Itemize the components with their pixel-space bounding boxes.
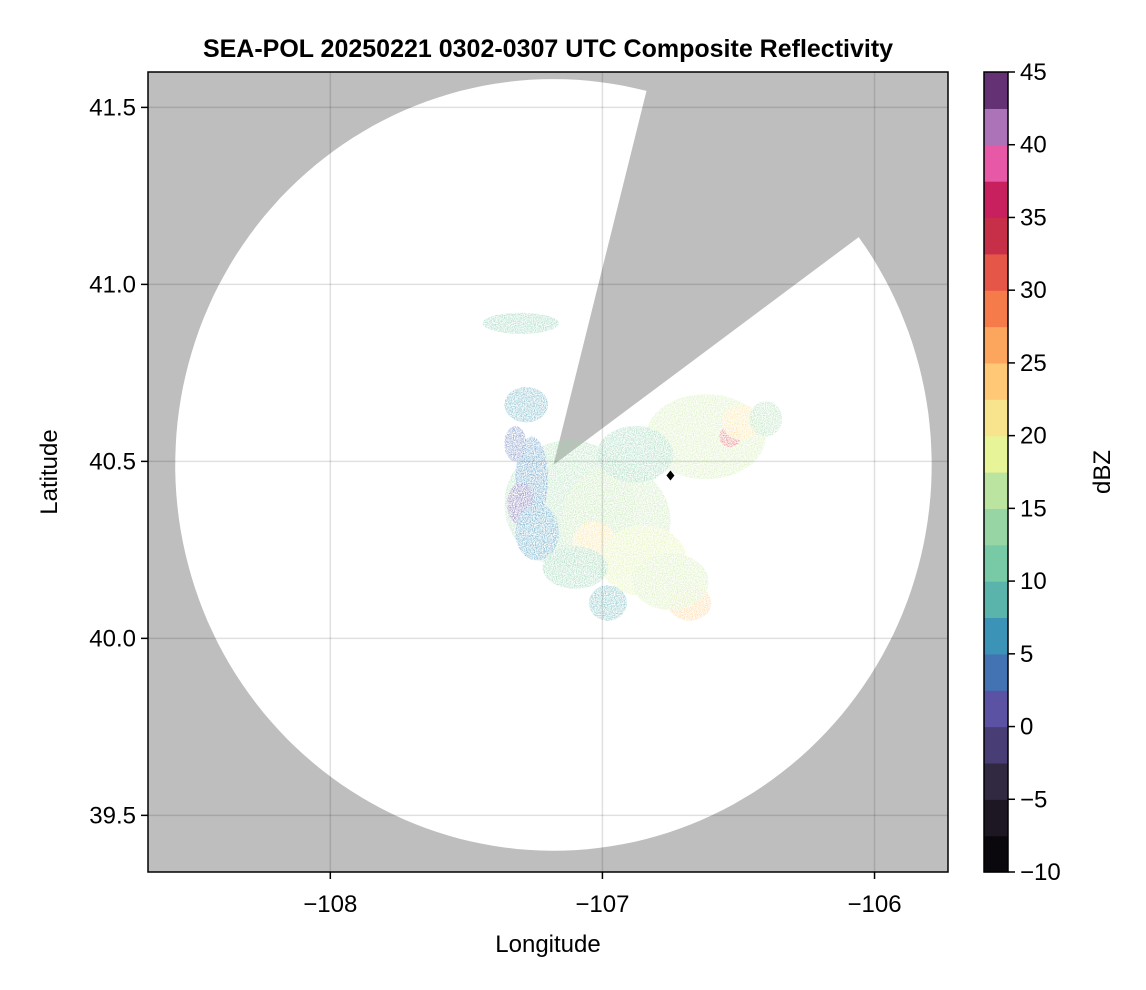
y-tick-label-4: 41.5 <box>89 94 136 121</box>
colorbar-level-15 <box>984 290 1008 328</box>
echo-cell-9 <box>597 426 674 483</box>
y-axis: 39.5 40.0 40.5 41.0 41.5 <box>89 94 148 829</box>
colorbar-level-1 <box>984 799 1008 837</box>
colorbar-level-17 <box>984 217 1008 255</box>
colorbar-tick-label-9: 35 <box>1020 204 1047 231</box>
colorbar: −10 −5 0 5 10 15 20 25 30 35 40 45 <box>983 59 1061 886</box>
x-axis-label: Longitude <box>495 931 600 958</box>
echo-cell-18 <box>749 401 782 437</box>
colorbar-level-13 <box>984 362 1008 400</box>
colorbar-tick-label-4: 10 <box>1020 568 1047 595</box>
x-tick-label-1: −107 <box>575 891 629 918</box>
colorbar-level-10 <box>984 472 1008 509</box>
x-tick-label-2: −106 <box>847 891 901 918</box>
echo-cell-15 <box>482 312 559 334</box>
y-tick-label-0: 39.5 <box>89 802 136 829</box>
grid-lines <box>148 72 948 872</box>
echo-cell-13 <box>542 546 608 589</box>
colorbar-level-12 <box>984 399 1008 437</box>
chart-title: SEA-POL 20250221 0302-0307 UTC Composite… <box>203 35 893 63</box>
colorbar-level-11 <box>984 435 1008 473</box>
colorbar-level-21 <box>984 72 1008 109</box>
colorbar-level-9 <box>984 508 1008 546</box>
colorbar-tick-label-0: −10 <box>1020 859 1061 886</box>
colorbar-tick-label-2: 0 <box>1020 714 1033 741</box>
echo-cell-5 <box>632 553 709 610</box>
reflectivity-echoes <box>482 312 782 621</box>
colorbar-level-19 <box>984 144 1008 182</box>
y-axis-label: Latitude <box>36 429 63 514</box>
y-tick-label-1: 40.0 <box>89 625 136 652</box>
colorbar-tick-label-7: 25 <box>1020 350 1047 377</box>
colorbar-level-3 <box>984 726 1008 764</box>
colorbar-level-16 <box>984 253 1008 291</box>
x-tick-label-0: −108 <box>303 891 357 918</box>
colorbar-level-6 <box>984 617 1008 655</box>
colorbar-level-0 <box>984 835 1008 873</box>
echo-cell-12 <box>515 503 559 561</box>
colorbar-tick-label-8: 30 <box>1020 277 1047 304</box>
colorbar-tick-label-3: 5 <box>1020 641 1033 668</box>
colorbar-label: dBZ <box>1089 450 1116 494</box>
colorbar-tick-label-1: −5 <box>1020 786 1047 813</box>
colorbar-frame <box>983 71 1009 873</box>
colorbar-tick-label-11: 45 <box>1020 59 1047 86</box>
colorbar-level-7 <box>984 581 1008 619</box>
x-axis: −108 −107 −106 <box>303 872 902 918</box>
colorbar-level-20 <box>984 108 1008 146</box>
colorbar-level-18 <box>984 181 1008 219</box>
colorbar-level-2 <box>984 762 1008 800</box>
colorbar-tick-label-6: 20 <box>1020 423 1047 450</box>
y-tick-label-2: 40.5 <box>89 448 136 475</box>
plot-frame <box>147 71 949 873</box>
colorbar-level-14 <box>984 326 1008 364</box>
radar-site-marker <box>666 470 675 481</box>
colorbar-level-4 <box>984 690 1008 728</box>
echo-cell-14 <box>504 387 548 423</box>
colorbar-level-8 <box>984 544 1008 582</box>
colorbar-tick-label-10: 40 <box>1020 132 1047 159</box>
colorbar-tick-label-5: 15 <box>1020 495 1047 522</box>
y-tick-label-3: 41.0 <box>89 271 136 298</box>
colorbar-level-5 <box>984 653 1008 691</box>
echo-cell-17 <box>588 585 627 621</box>
echo-cell-16 <box>504 426 527 462</box>
